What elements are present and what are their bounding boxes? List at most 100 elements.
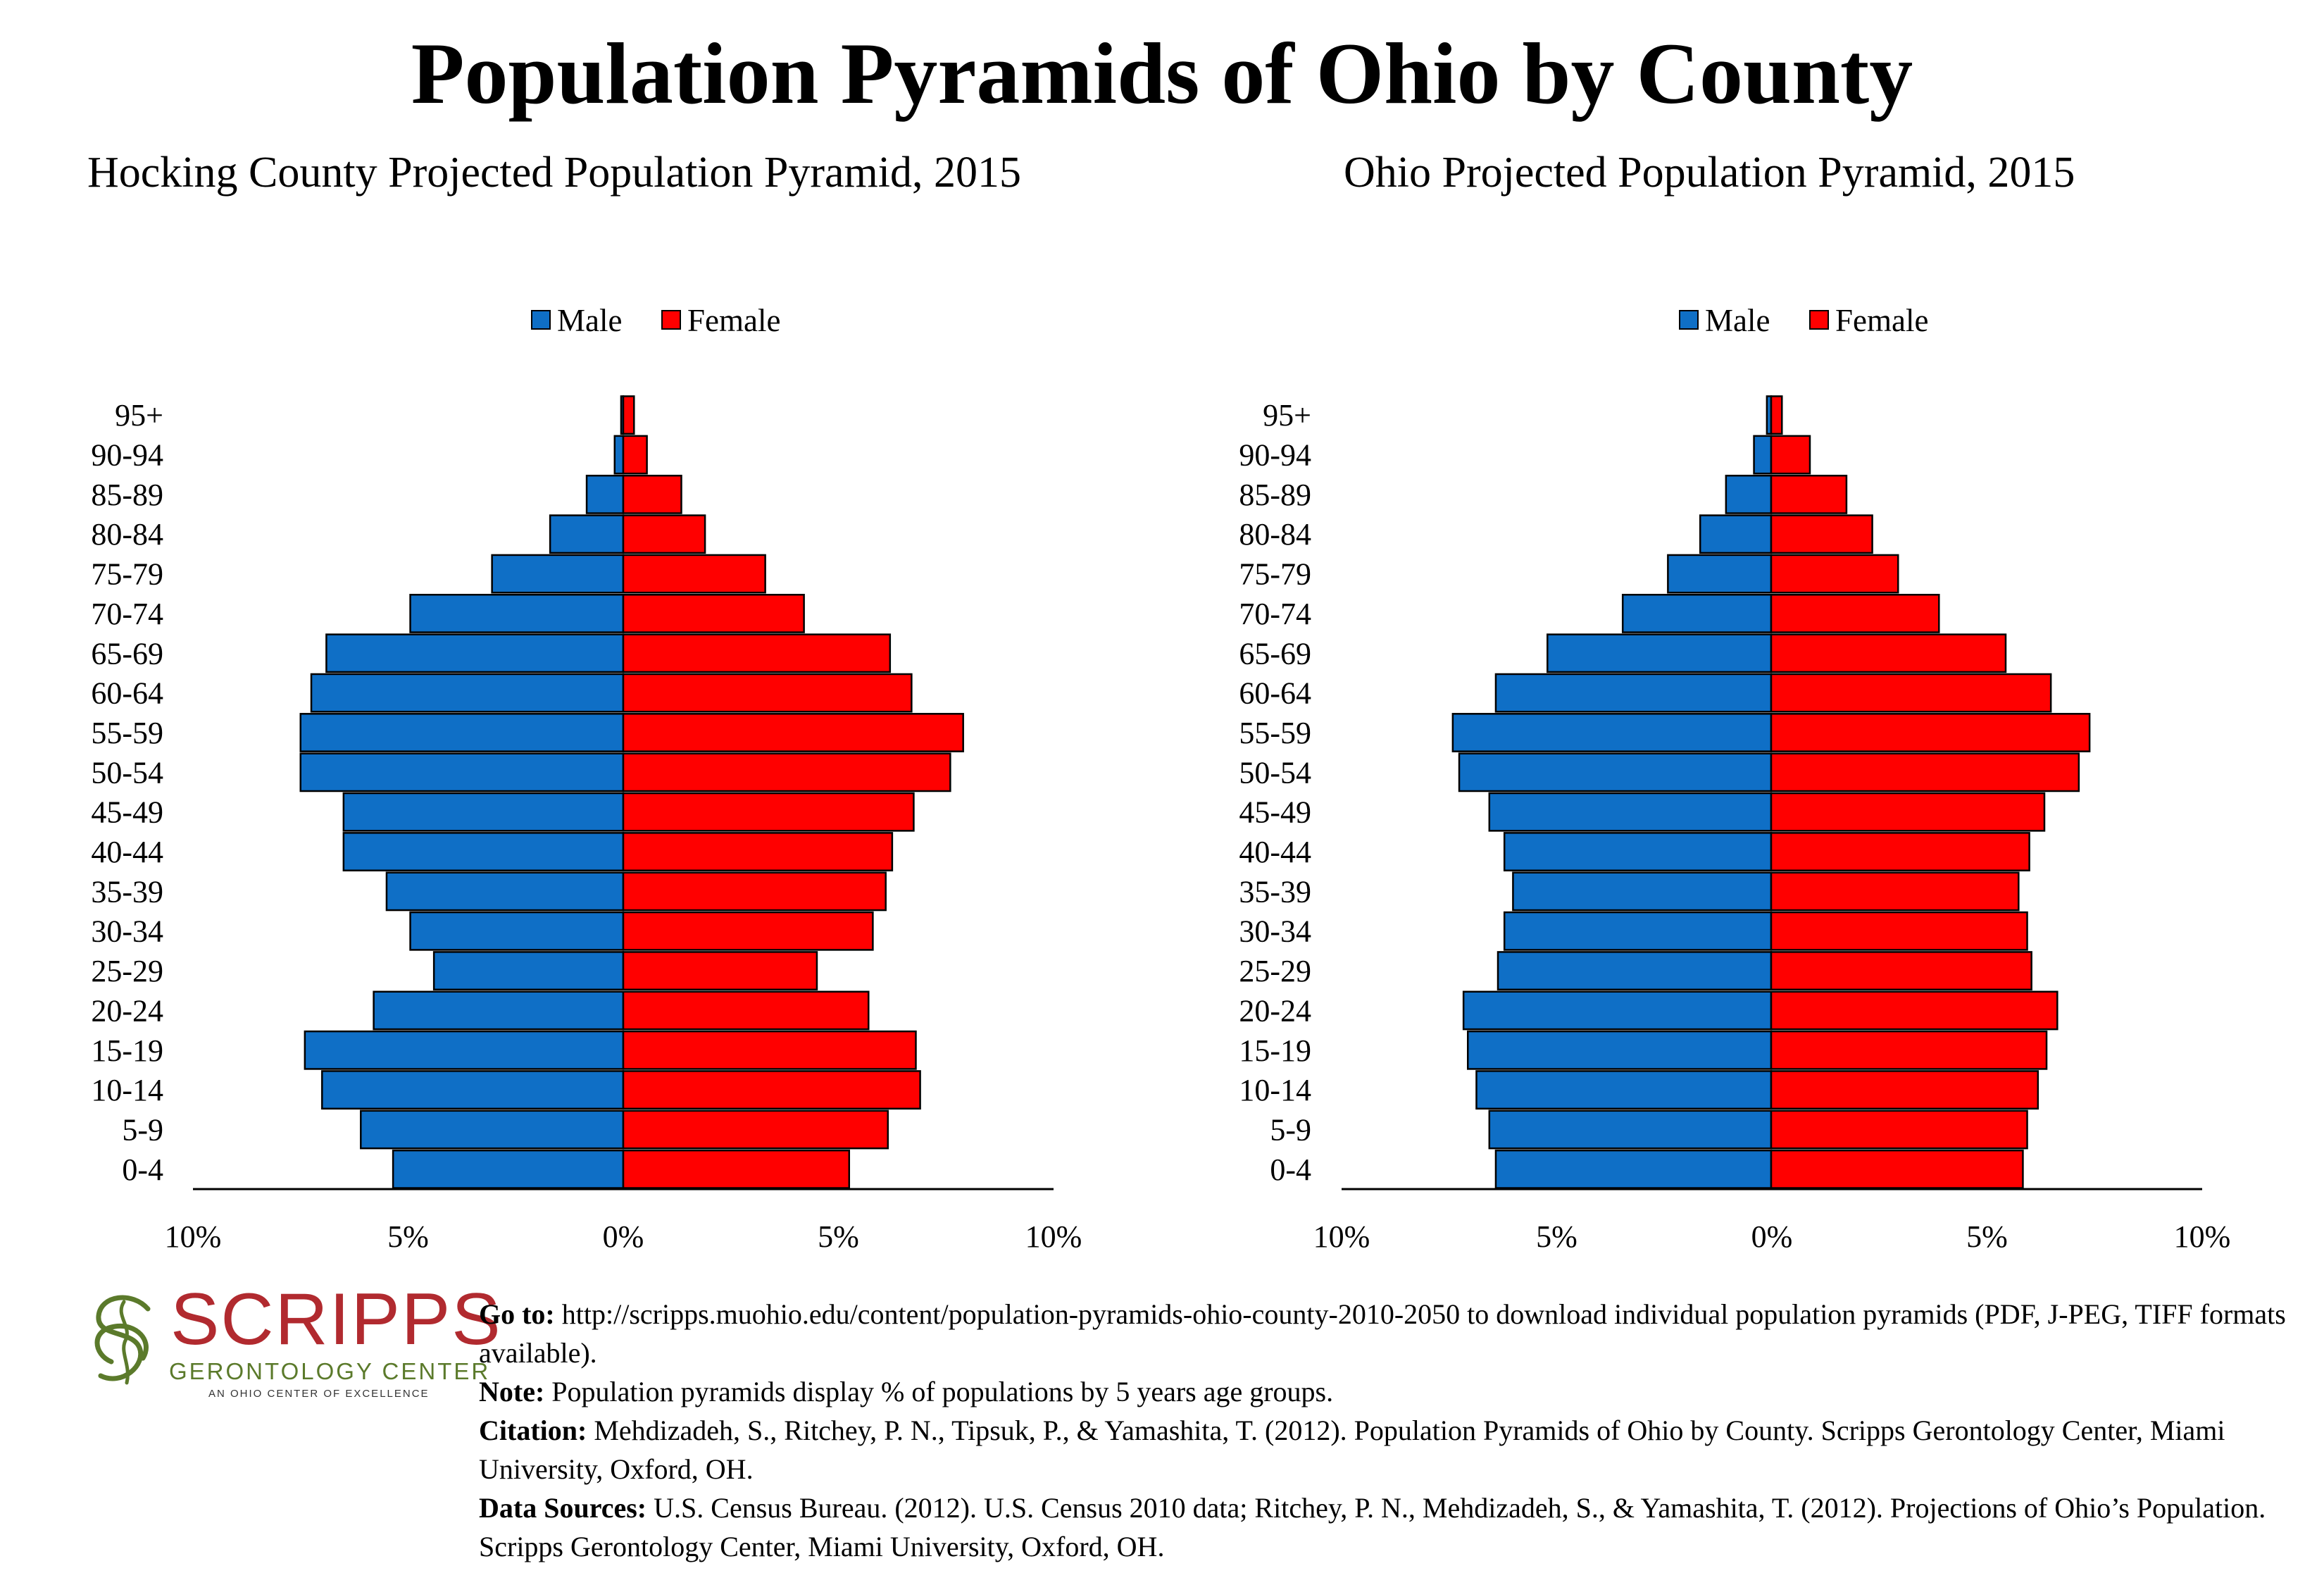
ohio-bar-female-95+ <box>1770 395 1783 435</box>
hocking-bar-female-50-54 <box>622 752 951 792</box>
hocking-bar-female-90-94 <box>622 435 648 475</box>
hocking-bar-male-85-89 <box>585 474 625 514</box>
hocking-bar-female-95+ <box>622 395 635 435</box>
logo-tagline: AN OHIO CENTER OF EXCELLENCE <box>208 1388 430 1400</box>
ohio-category-label: 5-9 <box>1270 1112 1311 1147</box>
hocking-bar-female-70-74 <box>622 594 805 633</box>
page-title: Population Pyramids of Ohio by County <box>411 25 1913 122</box>
ohio-bar-male-80-84 <box>1699 514 1773 554</box>
hocking-bar-male-25-29 <box>432 951 625 991</box>
hocking-x-tick-label: 5% <box>387 1219 429 1254</box>
ohio-bar-female-65-69 <box>1770 633 2007 673</box>
hocking-bar-female-80-84 <box>622 514 706 554</box>
ohio-bar-male-90-94 <box>1753 435 1773 475</box>
ohio-legend: Male Female <box>1679 303 1928 338</box>
hocking-category-label: 35-39 <box>91 874 163 909</box>
ohio-bar-female-50-54 <box>1770 752 2080 792</box>
hocking-bar-female-15-19 <box>622 1030 917 1070</box>
hocking-bar-male-50-54 <box>299 752 625 792</box>
hocking-category-label: 30-34 <box>91 914 163 949</box>
hocking-category-label: 75-79 <box>91 557 163 592</box>
goto-label: Go to: <box>479 1298 555 1330</box>
ohio-bar-male-75-79 <box>1667 554 1773 594</box>
hocking-bar-female-45-49 <box>622 792 915 832</box>
hocking-bar-male-70-74 <box>409 594 625 633</box>
ohio-legend-label-female: Female <box>1835 303 1928 338</box>
ohio-bar-male-15-19 <box>1466 1030 1773 1070</box>
hocking-legend-swatch-female <box>661 310 681 330</box>
hocking-category-label: 20-24 <box>91 993 163 1028</box>
hocking-bar-female-40-44 <box>622 832 894 871</box>
hocking-bar-female-60-64 <box>622 673 913 713</box>
hocking-bar-male-40-44 <box>342 832 625 871</box>
hocking-legend-swatch-male <box>531 310 551 330</box>
hocking-bar-male-15-19 <box>304 1030 625 1070</box>
hocking-bar-male-60-64 <box>310 673 625 713</box>
goto-line: Go to: http://scripps.muohio.edu/content… <box>479 1295 2310 1372</box>
sources-line: Data Sources: U.S. Census Bureau. (2012)… <box>479 1488 2310 1566</box>
hocking-category-label: 85-89 <box>91 478 163 512</box>
ohio-category-label: 35-39 <box>1239 874 1311 909</box>
ohio-category-label: 15-19 <box>1239 1033 1311 1068</box>
ohio-bar-male-50-54 <box>1458 752 1773 792</box>
ohio-category-label: 25-29 <box>1239 954 1311 988</box>
hocking-bar-female-20-24 <box>622 990 870 1031</box>
hocking-bar-female-25-29 <box>622 951 818 991</box>
ohio-legend-swatch-male <box>1679 310 1699 330</box>
hocking-bar-female-35-39 <box>622 871 887 912</box>
ohio-category-label: 0-4 <box>1270 1152 1311 1187</box>
ohio-x-tick-label: 10% <box>2174 1219 2231 1254</box>
ohio-legend-label-male: Male <box>1705 303 1770 338</box>
ohio-category-label: 40-44 <box>1239 835 1311 869</box>
ohio-bar-female-5-9 <box>1770 1110 2028 1150</box>
ohio-category-label: 10-14 <box>1239 1073 1311 1107</box>
hocking-category-label: 80-84 <box>91 517 163 552</box>
hocking-x-tick-label: 5% <box>818 1219 859 1254</box>
ohio-bar-female-85-89 <box>1770 474 1848 514</box>
hocking-category-label: 0-4 <box>122 1152 163 1187</box>
ohio-category-label: 20-24 <box>1239 993 1311 1028</box>
hocking-chart-title: Hocking County Projected Population Pyra… <box>87 149 1022 197</box>
hocking-category-label: 90-94 <box>91 438 163 473</box>
hocking-category-label: 10-14 <box>91 1073 163 1107</box>
goto-text: http://scripps.muohio.edu/content/popula… <box>479 1298 2286 1369</box>
hocking-category-label: 25-29 <box>91 954 163 988</box>
hocking-x-tick-label: 10% <box>1025 1219 1082 1254</box>
hocking-category-label: 60-64 <box>91 676 163 711</box>
hocking-legend: Male Female <box>531 303 780 338</box>
ohio-bar-female-25-29 <box>1770 951 2032 991</box>
ohio-bar-female-0-4 <box>1770 1149 2024 1189</box>
hocking-x-tick-label: 0% <box>603 1219 644 1254</box>
note-text: Population pyramids display % of populat… <box>544 1376 1334 1407</box>
hocking-category-label: 5-9 <box>122 1112 163 1147</box>
hocking-bar-male-55-59 <box>299 713 625 752</box>
ohio-bar-male-0-4 <box>1494 1149 1773 1189</box>
hocking-bar-female-30-34 <box>622 911 874 951</box>
citation-text: Mehdizadeh, S., Ritchey, P. N., Tipsuk, … <box>479 1415 2225 1485</box>
ohio-category-label: 80-84 <box>1239 517 1311 552</box>
hocking-category-label: 65-69 <box>91 636 163 671</box>
ohio-category-label: 50-54 <box>1239 755 1311 790</box>
ohio-x-tick-label: 10% <box>1313 1219 1370 1254</box>
sources-text: U.S. Census Bureau. (2012). U.S. Census … <box>479 1492 2266 1562</box>
ohio-x-tick-label: 5% <box>1966 1219 2008 1254</box>
ohio-category-label: 95+ <box>1263 398 1311 433</box>
ohio-bar-male-25-29 <box>1497 951 1773 991</box>
hocking-legend-label-female: Female <box>687 303 780 338</box>
ohio-bar-female-45-49 <box>1770 792 2046 832</box>
hocking-category-label: 15-19 <box>91 1033 163 1068</box>
hocking-category-label: 45-49 <box>91 795 163 830</box>
hocking-category-label: 40-44 <box>91 835 163 869</box>
hocking-bar-female-65-69 <box>622 633 892 673</box>
hocking-category-label: 95+ <box>115 398 163 433</box>
ohio-bar-female-40-44 <box>1770 832 2030 871</box>
ohio-bar-female-90-94 <box>1770 435 1811 475</box>
ohio-bar-male-5-9 <box>1488 1110 1773 1150</box>
ohio-bar-male-10-14 <box>1475 1070 1773 1110</box>
hocking-bar-female-55-59 <box>622 713 964 752</box>
ohio-bar-male-55-59 <box>1451 713 1773 752</box>
scripps-logo: SCRIPPS GERONTOLOGY CENTER AN OHIO CENTE… <box>83 1281 501 1407</box>
logo-wordmark: SCRIPPS <box>170 1279 502 1360</box>
ohio-bar-male-45-49 <box>1488 792 1773 832</box>
ohio-category-label: 70-74 <box>1239 597 1311 631</box>
